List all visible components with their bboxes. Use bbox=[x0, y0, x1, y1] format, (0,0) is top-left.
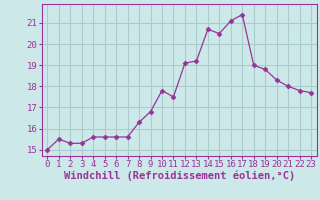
X-axis label: Windchill (Refroidissement éolien,°C): Windchill (Refroidissement éolien,°C) bbox=[64, 171, 295, 181]
